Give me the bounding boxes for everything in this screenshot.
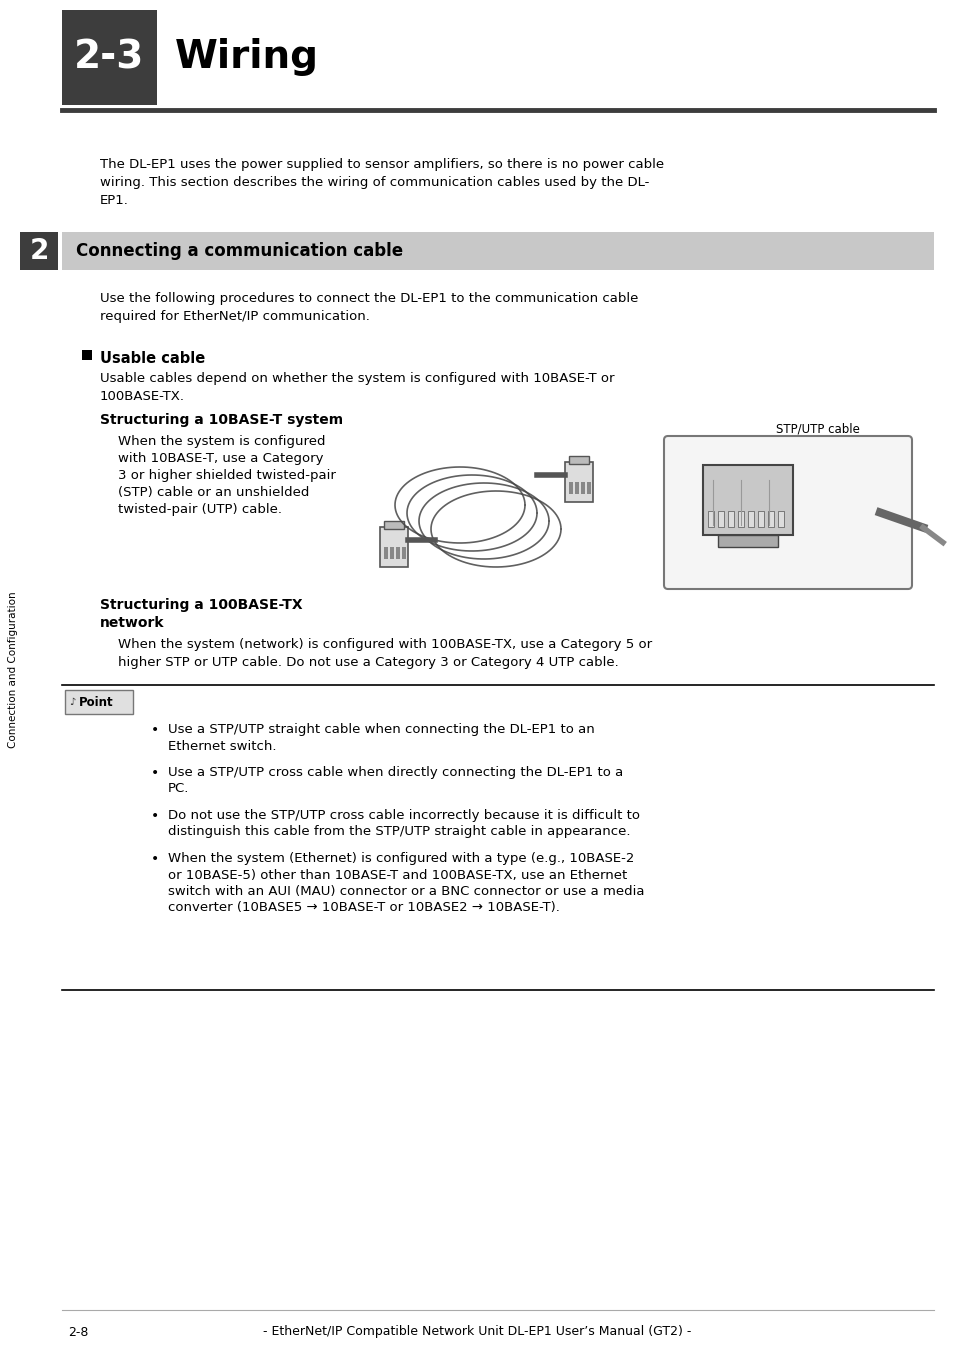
Bar	[568, 456, 588, 464]
Text: •: •	[151, 808, 159, 823]
Text: higher STP or UTP cable. Do not use a Category 3 or Category 4 UTP cable.: higher STP or UTP cable. Do not use a Ca…	[118, 656, 618, 669]
Text: STP/UTP cable: STP/UTP cable	[775, 422, 859, 435]
Text: When the system (Ethernet) is configured with a type (e.g., 10BASE-2: When the system (Ethernet) is configured…	[168, 852, 634, 865]
Text: 100BASE-TX.: 100BASE-TX.	[100, 389, 185, 403]
Text: Ethernet switch.: Ethernet switch.	[168, 740, 276, 753]
Text: converter (10BASE5 → 10BASE-T or 10BASE2 → 10BASE-T).: converter (10BASE5 → 10BASE-T or 10BASE2…	[168, 902, 559, 914]
Text: with 10BASE-T, use a Category: with 10BASE-T, use a Category	[118, 452, 323, 465]
Text: 2-8: 2-8	[68, 1325, 89, 1338]
Text: distinguish this cable from the STP/UTP straight cable in appearance.: distinguish this cable from the STP/UTP …	[168, 826, 630, 838]
Bar	[564, 462, 593, 502]
Bar	[20, 233, 58, 270]
Text: •: •	[151, 767, 159, 780]
Text: 2: 2	[30, 237, 49, 265]
Text: When the system is configured: When the system is configured	[118, 435, 325, 448]
Bar	[707, 511, 713, 527]
Text: •: •	[151, 723, 159, 737]
Bar	[395, 548, 399, 558]
Text: ♪: ♪	[69, 698, 75, 707]
Bar	[62, 233, 933, 270]
Bar	[702, 465, 792, 535]
Bar	[65, 690, 132, 714]
Text: Structuring a 10BASE-T system: Structuring a 10BASE-T system	[100, 412, 343, 427]
Text: Use a STP/UTP straight cable when connecting the DL-EP1 to an: Use a STP/UTP straight cable when connec…	[168, 723, 594, 735]
Text: Wiring: Wiring	[174, 38, 318, 77]
Bar	[384, 521, 403, 529]
Text: Point: Point	[79, 695, 113, 708]
Text: When the system (network) is configured with 100BASE-TX, use a Category 5 or: When the system (network) is configured …	[118, 638, 652, 652]
Text: twisted-pair (UTP) cable.: twisted-pair (UTP) cable.	[118, 503, 282, 516]
Text: Do not use the STP/UTP cross cable incorrectly because it is difficult to: Do not use the STP/UTP cross cable incor…	[168, 808, 639, 822]
Text: 3 or higher shielded twisted-pair: 3 or higher shielded twisted-pair	[118, 469, 335, 483]
Bar	[718, 535, 778, 548]
Bar	[758, 511, 763, 527]
Text: network: network	[100, 617, 164, 630]
Text: Connecting a communication cable: Connecting a communication cable	[76, 242, 403, 260]
Bar	[586, 483, 590, 493]
Text: Usable cables depend on whether the system is configured with 10BASE-T or: Usable cables depend on whether the syst…	[100, 372, 614, 385]
Text: Use a STP/UTP cross cable when directly connecting the DL-EP1 to a: Use a STP/UTP cross cable when directly …	[168, 767, 622, 779]
Bar	[580, 483, 584, 493]
Bar	[767, 511, 773, 527]
Bar	[727, 511, 733, 527]
Bar	[379, 527, 408, 566]
FancyBboxPatch shape	[663, 435, 911, 589]
Text: or 10BASE-5) other than 10BASE-T and 100BASE-TX, use an Ethernet: or 10BASE-5) other than 10BASE-T and 100…	[168, 868, 626, 882]
Bar	[62, 9, 157, 105]
Text: Use the following procedures to connect the DL-EP1 to the communication cable: Use the following procedures to connect …	[100, 292, 638, 306]
Bar	[575, 483, 578, 493]
Text: wiring. This section describes the wiring of communication cables used by the DL: wiring. This section describes the wirin…	[100, 176, 649, 189]
Bar	[738, 511, 743, 527]
Text: switch with an AUI (MAU) connector or a BNC connector or use a media: switch with an AUI (MAU) connector or a …	[168, 886, 644, 898]
Text: EP1.: EP1.	[100, 193, 129, 207]
Text: required for EtherNet/IP communication.: required for EtherNet/IP communication.	[100, 310, 370, 323]
Bar	[390, 548, 394, 558]
Bar	[718, 511, 723, 527]
Text: Usable cable: Usable cable	[100, 352, 205, 366]
Text: (STP) cable or an unshielded: (STP) cable or an unshielded	[118, 485, 309, 499]
Text: 2-3: 2-3	[74, 38, 145, 77]
Bar	[568, 483, 573, 493]
Bar	[747, 511, 753, 527]
Text: The DL-EP1 uses the power supplied to sensor amplifiers, so there is no power ca: The DL-EP1 uses the power supplied to se…	[100, 158, 663, 170]
Bar	[384, 548, 388, 558]
Text: Connection and Configuration: Connection and Configuration	[8, 592, 18, 748]
Text: •: •	[151, 852, 159, 867]
Bar	[401, 548, 406, 558]
Bar	[778, 511, 783, 527]
Text: - EtherNet/IP Compatible Network Unit DL-EP1 User’s Manual (GT2) -: - EtherNet/IP Compatible Network Unit DL…	[262, 1325, 691, 1338]
Bar	[82, 350, 91, 360]
Text: PC.: PC.	[168, 783, 190, 795]
Text: Structuring a 100BASE-TX: Structuring a 100BASE-TX	[100, 598, 302, 612]
